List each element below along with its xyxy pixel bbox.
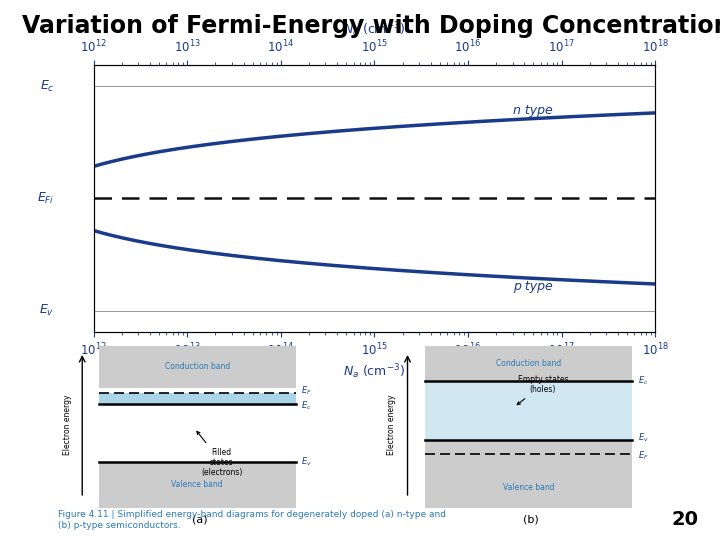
Text: (a): (a) (192, 514, 207, 524)
Text: p type: p type (513, 280, 552, 293)
Text: $E_v$: $E_v$ (638, 431, 649, 444)
Text: $E_v$: $E_v$ (301, 456, 312, 469)
Text: Conduction band: Conduction band (164, 362, 230, 371)
Text: Valence band: Valence band (503, 483, 554, 492)
Bar (99, 393, 296, 404)
Text: Electron energy: Electron energy (387, 395, 396, 455)
Text: Filled
states
(electrons): Filled states (electrons) (197, 431, 243, 477)
Bar (425, 381, 632, 440)
Text: Valence band: Valence band (171, 481, 223, 489)
Text: $E_c$: $E_c$ (40, 79, 54, 94)
Text: $E_c$: $E_c$ (638, 375, 649, 388)
Text: n type: n type (513, 104, 552, 117)
Bar (425, 346, 632, 381)
Text: Variation of Fermi-Energy with Doping Concentration: Variation of Fermi-Energy with Doping Co… (22, 14, 720, 37)
Bar (99, 462, 296, 508)
Text: Figure 4.11 | Simplified energy-band diagrams for degenerately doped (a) n-type : Figure 4.11 | Simplified energy-band dia… (58, 510, 446, 530)
X-axis label: $N_d$ (cm$^{-3}$): $N_d$ (cm$^{-3}$) (343, 21, 405, 39)
Text: Conduction band: Conduction band (496, 359, 561, 368)
Text: Empty states
(holes): Empty states (holes) (517, 375, 568, 404)
Bar (425, 440, 632, 508)
Text: $E_F$: $E_F$ (638, 449, 649, 462)
Text: Electron energy: Electron energy (63, 395, 72, 455)
Bar (99, 346, 296, 388)
Text: $E_v$: $E_v$ (39, 303, 54, 318)
X-axis label: $N_a$ (cm$^{-3}$): $N_a$ (cm$^{-3}$) (343, 362, 405, 381)
Text: $E_F$: $E_F$ (301, 384, 312, 397)
Text: $E_{Fi}$: $E_{Fi}$ (37, 191, 54, 206)
Text: 20: 20 (671, 510, 698, 529)
Text: $E_c$: $E_c$ (301, 399, 312, 412)
Text: (b): (b) (523, 514, 539, 524)
